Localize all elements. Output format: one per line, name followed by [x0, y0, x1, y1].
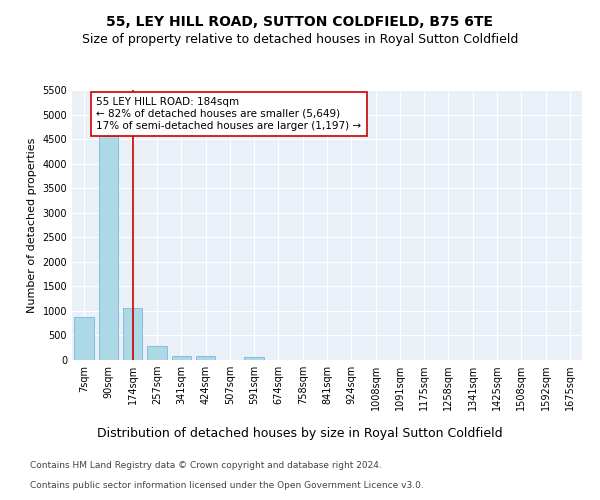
- Y-axis label: Number of detached properties: Number of detached properties: [27, 138, 37, 312]
- Bar: [172, 356, 191, 360]
- Text: Size of property relative to detached houses in Royal Sutton Coldfield: Size of property relative to detached ho…: [82, 32, 518, 46]
- Bar: [244, 358, 264, 360]
- Text: Contains public sector information licensed under the Open Government Licence v3: Contains public sector information licen…: [30, 481, 424, 490]
- Text: 55, LEY HILL ROAD, SUTTON COLDFIELD, B75 6TE: 55, LEY HILL ROAD, SUTTON COLDFIELD, B75…: [107, 15, 493, 29]
- Bar: [196, 356, 215, 360]
- Bar: [99, 136, 118, 360]
- Bar: [123, 308, 142, 360]
- Text: Contains HM Land Registry data © Crown copyright and database right 2024.: Contains HM Land Registry data © Crown c…: [30, 461, 382, 470]
- Bar: [74, 317, 94, 360]
- Text: 55 LEY HILL ROAD: 184sqm
← 82% of detached houses are smaller (5,649)
17% of sem: 55 LEY HILL ROAD: 184sqm ← 82% of detach…: [96, 98, 361, 130]
- Text: Distribution of detached houses by size in Royal Sutton Coldfield: Distribution of detached houses by size …: [97, 428, 503, 440]
- Bar: [147, 346, 167, 360]
